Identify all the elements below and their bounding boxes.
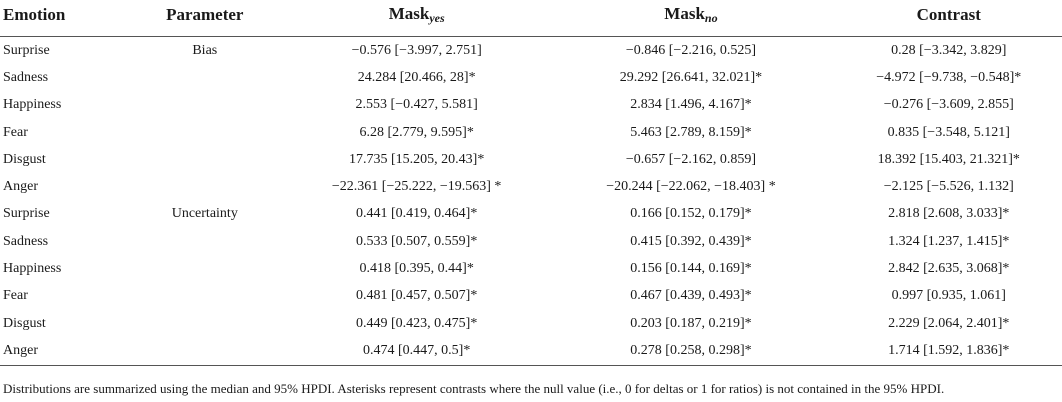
cell-parameter: [123, 255, 287, 282]
cell-mask-yes: −0.576 [−3.997, 2.751]: [351, 42, 482, 58]
cell-mask-no: 29.292 [26.641, 32.021]*: [619, 69, 763, 85]
cell-contrast: 2.842 [2.635, 3.068]*: [888, 261, 1010, 277]
table-row: Fear 6.28 [2.779, 9.595]* 5.463 [2.789, 8.…: [0, 119, 1062, 146]
header-parameter: Parameter: [122, 0, 287, 37]
table-row: Disgust 0.449 [0.423, 0.475]* 0.203 [0.187…: [0, 310, 1062, 337]
cell-contrast: 2.818 [2.608, 3.033]*: [888, 206, 1010, 222]
cell-mask-yes: 24.284 [20.466, 28]*: [357, 69, 476, 85]
cell-parameter: [122, 337, 287, 367]
table-header: Emotion Parameter Maskyes Maskno Contras…: [0, 0, 1062, 37]
cell-mask-yes: 0.533 [0.507, 0.559]*: [356, 233, 478, 249]
cell-mask-yes: 0.449 [0.423, 0.475]*: [356, 315, 478, 331]
cell-emotion: Happiness: [3, 97, 62, 113]
header-mask-no: Maskno: [546, 0, 836, 37]
table-row: Surprise Uncertainty 0.441 [0.419, 0.464]*…: [0, 201, 1062, 228]
cell-mask-yes: 17.735 [15.205, 20.43]*: [349, 151, 485, 167]
cell-emotion: Anger: [3, 179, 38, 195]
table-row: Sadness 0.533 [0.507, 0.559]* 0.415 [0.392…: [0, 228, 1062, 255]
table-body: Surprise Bias −0.576 [−3.997, 2.751] −0.846…: [0, 37, 1062, 367]
cell-parameter: Bias: [192, 42, 218, 58]
cell-contrast: 0.835 [−3.548, 5.121]: [887, 124, 1010, 140]
results-table: Emotion Parameter Maskyes Maskno Contras…: [0, 0, 1062, 367]
cell-mask-yes: 6.28 [2.779, 9.595]*: [359, 124, 474, 140]
cell-parameter: [123, 283, 287, 310]
cell-contrast: −4.972 [−9.738, −0.548]*: [876, 69, 1022, 85]
header-mask-no-base: Mask: [664, 4, 705, 23]
table-row: Anger 0.474 [0.447, 0.5]* 0.278 [0.258, 0.…: [0, 337, 1062, 367]
cell-mask-no: −20.244 [−22.062, −18.403] *: [606, 179, 776, 195]
cell-emotion: Sadness: [3, 233, 49, 249]
table-row: Fear 0.481 [0.457, 0.507]* 0.467 [0.439, 0…: [0, 283, 1062, 310]
table-row: Happiness 2.553 [−0.427, 5.581] 2.834 [1.4…: [0, 92, 1062, 119]
cell-parameter: [123, 92, 287, 119]
cell-contrast: 2.229 [2.064, 2.401]*: [888, 315, 1010, 331]
cell-emotion: Anger: [0, 337, 123, 367]
cell-mask-no: −0.657 [−2.162, 0.859]: [625, 151, 756, 167]
header-emotion: Emotion: [0, 0, 123, 37]
cell-contrast: −0.276 [−3.609, 2.855]: [883, 97, 1014, 113]
cell-emotion: Surprise: [3, 42, 50, 58]
cell-mask-yes: 0.441 [0.419, 0.464]*: [356, 206, 478, 222]
table-row: Happiness 0.418 [0.395, 0.44]* 0.156 [0.14…: [0, 255, 1062, 282]
cell-mask-no: 2.834 [1.496, 4.167]*: [630, 97, 752, 113]
cell-contrast: −2.125 [−5.526, 1.132]: [883, 179, 1014, 195]
header-row: Emotion Parameter Maskyes Maskno Contras…: [0, 0, 1062, 37]
cell-parameter: [123, 228, 287, 255]
table-row: Disgust 17.735 [15.205, 20.43]* −0.657 [−2…: [0, 146, 1062, 173]
cell-parameter: [123, 64, 287, 91]
cell-mask-no: 0.415 [0.392, 0.439]*: [630, 233, 752, 249]
cell-mask-yes: 2.553 [−0.427, 5.581]: [355, 97, 478, 113]
table-row: Anger −22.361 [−25.222, −19.563] * −20.244…: [0, 173, 1062, 200]
cell-emotion: Fear: [3, 288, 28, 304]
cell-mask-no: 0.156 [0.144, 0.169]*: [630, 261, 752, 277]
cell-contrast: 0.997 [0.935, 1.061]: [891, 288, 1006, 304]
cell-emotion: Sadness: [3, 69, 49, 85]
cell-emotion: Disgust: [3, 151, 46, 167]
cell-mask-no: 0.203 [0.187, 0.219]*: [630, 315, 752, 331]
cell-emotion: Fear: [3, 124, 28, 140]
header-mask-yes-sub: yes: [429, 11, 445, 25]
cell-parameter: Uncertainty: [171, 206, 238, 222]
cell-contrast: 18.392 [15.403, 21.321]*: [877, 151, 1020, 167]
table-footnote: Distributions are summarized using the m…: [3, 381, 945, 396]
header-mask-no-sub: no: [704, 11, 718, 25]
cell-mask-yes: 0.418 [0.395, 0.44]*: [359, 261, 474, 277]
table-row: Surprise Bias −0.576 [−3.997, 2.751] −0.846…: [0, 37, 1062, 65]
cell-contrast: 1.714 [1.592, 1.836]*: [835, 337, 1062, 367]
cell-mask-yes: −22.361 [−25.222, −19.563] *: [331, 179, 502, 195]
cell-parameter: [123, 310, 287, 337]
cell-mask-no: 0.166 [0.152, 0.179]*: [630, 206, 752, 222]
cell-parameter: [123, 119, 287, 146]
cell-parameter: [123, 173, 287, 200]
table-row: Sadness 24.284 [20.466, 28]* 29.292 [26.64…: [0, 64, 1062, 91]
cell-contrast: 0.28 [−3.342, 3.829]: [891, 42, 1007, 58]
header-contrast: Contrast: [835, 0, 1062, 37]
cell-emotion: Happiness: [3, 261, 62, 277]
cell-emotion: Disgust: [3, 315, 46, 331]
cell-mask-yes: 0.474 [0.447, 0.5]*: [286, 337, 547, 367]
cell-emotion: Surprise: [3, 206, 50, 222]
cell-mask-yes: 0.481 [0.457, 0.507]*: [356, 288, 478, 304]
header-mask-yes: Maskyes: [286, 0, 547, 37]
header-mask-yes-base: Mask: [388, 4, 430, 23]
cell-mask-no: 5.463 [2.789, 8.159]*: [630, 124, 752, 140]
cell-contrast: 1.324 [1.237, 1.415]*: [888, 233, 1010, 249]
cell-mask-no: 0.467 [0.439, 0.493]*: [630, 288, 752, 304]
cell-parameter: [123, 146, 287, 173]
cell-mask-no: −0.846 [−2.216, 0.525]: [625, 42, 756, 58]
cell-mask-no: 0.278 [0.258, 0.298]*: [546, 337, 836, 367]
